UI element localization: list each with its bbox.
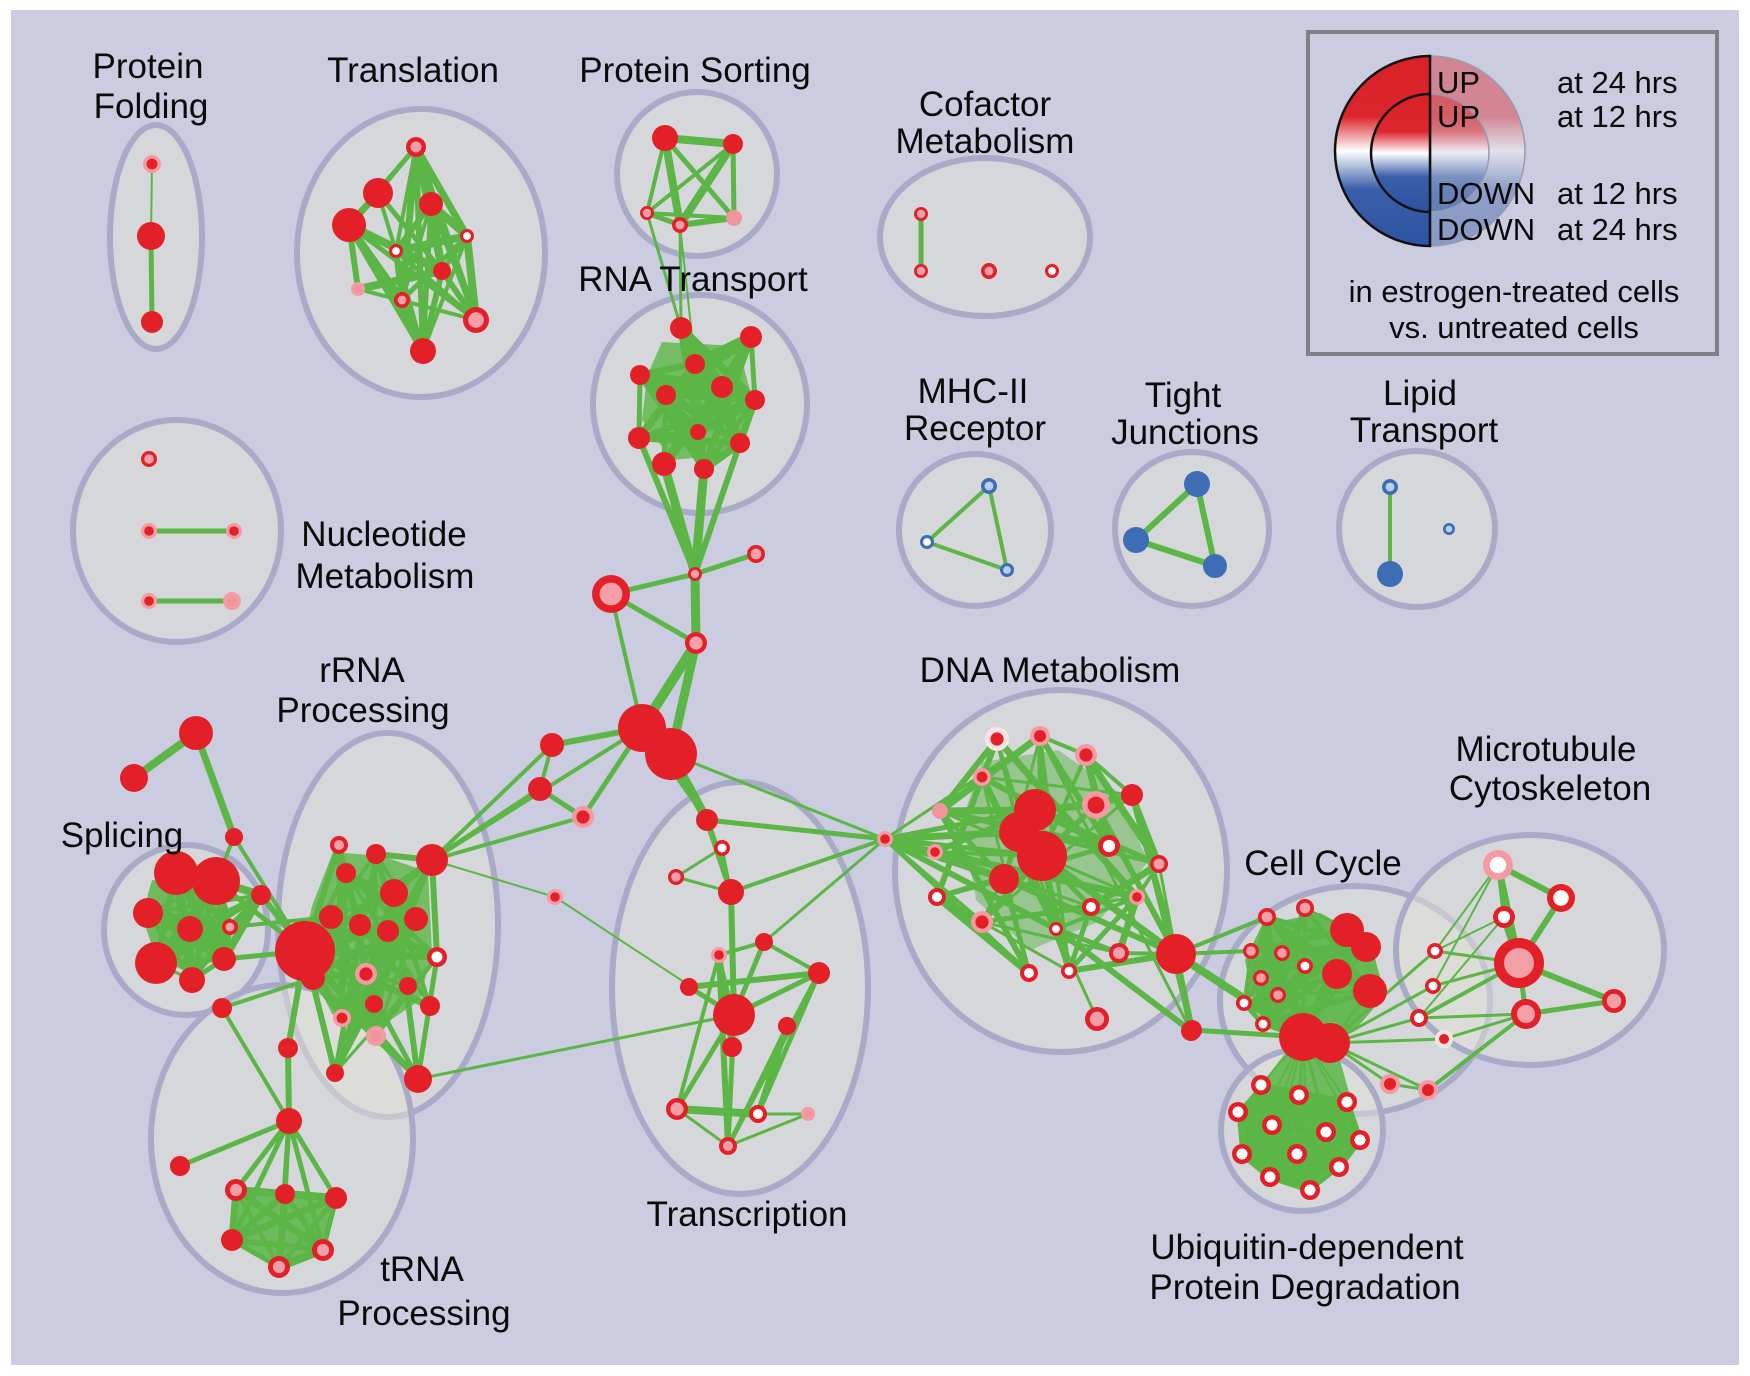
svg-text:Ubiquitin-dependent: Ubiquitin-dependent bbox=[1150, 1228, 1464, 1267]
svg-text:Cell Cycle: Cell Cycle bbox=[1244, 844, 1402, 883]
svg-text:RNA Transport: RNA Transport bbox=[578, 260, 808, 299]
svg-text:in estrogen-treated cells: in estrogen-treated cells bbox=[1349, 274, 1680, 309]
svg-text:DOWN: DOWN bbox=[1437, 176, 1535, 211]
svg-text:at 24 hrs: at 24 hrs bbox=[1557, 212, 1678, 247]
svg-text:Protein: Protein bbox=[93, 47, 204, 86]
svg-text:rRNA: rRNA bbox=[319, 651, 405, 690]
svg-text:Protein Sorting: Protein Sorting bbox=[579, 51, 811, 90]
svg-text:Tight: Tight bbox=[1145, 376, 1222, 415]
svg-text:Microtubule: Microtubule bbox=[1456, 730, 1637, 769]
svg-text:at 24 hrs: at 24 hrs bbox=[1557, 65, 1678, 100]
svg-text:at 12 hrs: at 12 hrs bbox=[1557, 99, 1678, 134]
svg-text:Transcription: Transcription bbox=[647, 1195, 848, 1234]
svg-text:Protein Degradation: Protein Degradation bbox=[1149, 1268, 1460, 1307]
svg-text:Splicing: Splicing bbox=[61, 816, 184, 855]
svg-text:UP: UP bbox=[1437, 99, 1480, 134]
svg-text:MHC-II: MHC-II bbox=[918, 372, 1029, 411]
svg-text:DNA Metabolism: DNA Metabolism bbox=[920, 651, 1181, 690]
svg-text:UP: UP bbox=[1437, 65, 1480, 100]
svg-text:Metabolism: Metabolism bbox=[896, 122, 1075, 161]
svg-text:Translation: Translation bbox=[327, 51, 499, 90]
svg-text:Junctions: Junctions bbox=[1111, 413, 1259, 452]
svg-text:at 12 hrs: at 12 hrs bbox=[1557, 176, 1678, 211]
svg-text:Metabolism: Metabolism bbox=[296, 557, 475, 596]
svg-text:Receptor: Receptor bbox=[904, 409, 1046, 448]
svg-text:Transport: Transport bbox=[1350, 411, 1499, 450]
svg-text:Nucleotide: Nucleotide bbox=[301, 515, 466, 554]
svg-text:Folding: Folding bbox=[94, 87, 209, 126]
svg-text:DOWN: DOWN bbox=[1437, 212, 1535, 247]
svg-text:Processing: Processing bbox=[337, 1294, 510, 1333]
svg-text:tRNA: tRNA bbox=[380, 1250, 464, 1289]
svg-text:Lipid: Lipid bbox=[1383, 374, 1457, 413]
svg-text:Cytoskeleton: Cytoskeleton bbox=[1449, 769, 1651, 808]
svg-text:vs. untreated cells: vs. untreated cells bbox=[1389, 310, 1639, 345]
svg-text:Cofactor: Cofactor bbox=[919, 85, 1052, 124]
svg-text:Processing: Processing bbox=[276, 691, 449, 730]
